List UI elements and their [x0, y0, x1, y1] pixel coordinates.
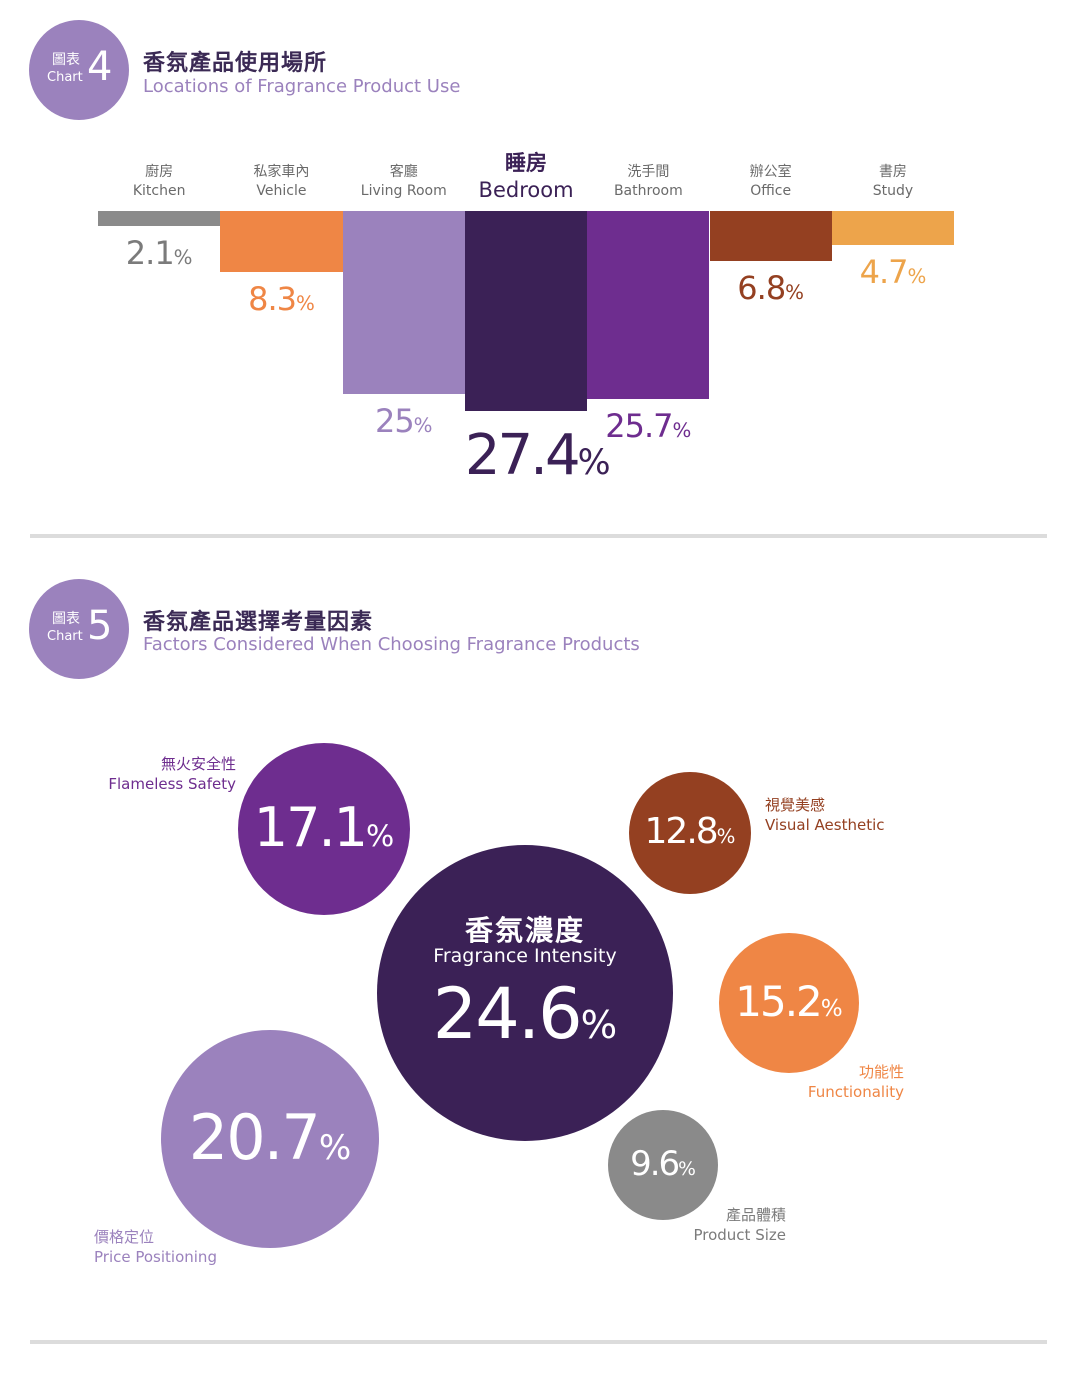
bar-kitchen	[98, 211, 221, 227]
bubble-flameless-safety: 17.1%	[238, 743, 410, 915]
badge-zh-label: 圖表	[52, 611, 80, 627]
bubble-value-product-size: 9.6%	[630, 1143, 696, 1184]
chart4-title-en: Locations of Fragrance Product Use	[143, 76, 461, 97]
bar-office	[709, 211, 832, 261]
bubble-visual-aesthetic: 12.8%	[629, 772, 751, 894]
category-label-kitchen: 廚房 Kitchen	[132, 164, 186, 199]
bar-study	[831, 211, 955, 246]
badge-en-label: Chart	[47, 70, 83, 85]
bubble-fragrance-intensity: 香氛濃度 Fragrance Intensity 24.6%	[377, 845, 673, 1141]
badge-en-label: Chart	[47, 629, 83, 644]
value-label-study: 4.7%	[859, 253, 927, 292]
value-label-bathroom: 25.7%	[605, 406, 692, 445]
factor-label-flameless-safety: 無火安全性 Flameless Safety	[108, 755, 236, 793]
bubble-product-size: 9.6%	[608, 1110, 718, 1220]
chart5-badge: 圖表 Chart 5	[29, 579, 129, 679]
bubble-label-zh: 香氛濃度	[464, 914, 585, 947]
factor-label-price-positioning: 價格定位 Price Positioning	[94, 1228, 217, 1266]
chart5-title-zh: 香氛產品選擇考量因素	[143, 610, 374, 635]
category-label-office: 辦公室 Office	[749, 164, 792, 199]
category-label-living-room: 客廳 Living Room	[360, 164, 447, 199]
bar-vehicle	[220, 211, 343, 272]
value-label-vehicle: 8.3%	[248, 279, 315, 318]
badge-number: 4	[87, 44, 113, 90]
bar-bathroom	[587, 211, 710, 399]
category-label-study: 書房 Study	[872, 164, 914, 199]
badge-zh-label: 圖表	[52, 52, 80, 68]
category-label-bedroom: 睡房 Bedroom	[478, 151, 574, 202]
factor-label-functionality: 功能性 Functionality	[807, 1063, 904, 1101]
bubble-value-visual-aesthetic: 12.8%	[644, 810, 736, 852]
bubble-value-fragrance-intensity: 24.6%	[432, 973, 618, 1055]
bubble-label-en: Fragrance Intensity	[433, 945, 617, 967]
chart5-title-en: Factors Considered When Choosing Fragran…	[143, 634, 640, 655]
category-label-bathroom: 洗手間 Bathroom	[613, 164, 683, 199]
chart4-badge: 圖表 Chart 4	[29, 20, 129, 120]
factor-label-product-size: 產品體積 Product Size	[693, 1206, 786, 1244]
factor-label-visual-aesthetic: 視覺美感 Visual Aesthetic	[765, 796, 885, 834]
category-label-vehicle: 私家車內 Vehicle	[253, 164, 310, 199]
bubble-value-flameless-safety: 17.1%	[253, 795, 395, 859]
bubble-price-positioning: 20.7%	[161, 1030, 379, 1248]
bubble-value-functionality: 15.2%	[735, 976, 843, 1026]
bubble-functionality: 15.2%	[719, 933, 859, 1073]
chart4-title-zh: 香氛產品使用場所	[143, 51, 328, 76]
bubble-value-price-positioning: 20.7%	[188, 1100, 352, 1174]
bar-living-room	[342, 211, 465, 394]
value-label-office: 6.8%	[737, 268, 805, 307]
badge-number: 5	[87, 603, 113, 649]
bar-bedroom	[464, 211, 588, 412]
section-divider-bottom	[30, 1340, 1047, 1344]
value-label-bedroom: 27.4%	[464, 423, 611, 489]
value-label-living-room: 25%	[374, 401, 433, 440]
value-label-kitchen: 2.1%	[125, 234, 193, 273]
section-divider	[30, 534, 1047, 538]
